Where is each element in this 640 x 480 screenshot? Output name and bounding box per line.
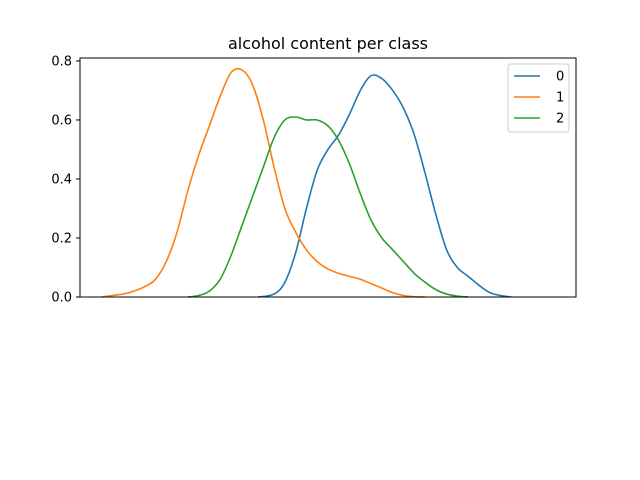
plot-area xyxy=(79,57,577,298)
axes-frame xyxy=(79,57,577,298)
y-axis: 0.0 0.2 0.4 0.6 0.8 xyxy=(51,54,80,306)
y-tick-label: 0.2 xyxy=(51,231,72,246)
chart-title: alcohol content per class xyxy=(228,34,428,53)
series-line-1 xyxy=(101,67,426,298)
series-layer xyxy=(101,67,512,298)
legend-label-2: 2 xyxy=(556,112,564,127)
y-tick-label: 0.6 xyxy=(51,113,72,128)
legend-label-0: 0 xyxy=(556,70,564,85)
legend-entries: 0 1 2 xyxy=(514,70,564,127)
legend-label-1: 1 xyxy=(556,91,564,106)
y-tick-label: 0.8 xyxy=(51,54,72,69)
y-tick-label: 0.4 xyxy=(51,172,72,187)
y-tick-label: 0.0 xyxy=(51,291,72,306)
series-line-2 xyxy=(187,116,469,298)
legend: 0 1 2 xyxy=(507,63,570,133)
series-line-0 xyxy=(257,74,512,298)
legend-box xyxy=(507,63,570,133)
